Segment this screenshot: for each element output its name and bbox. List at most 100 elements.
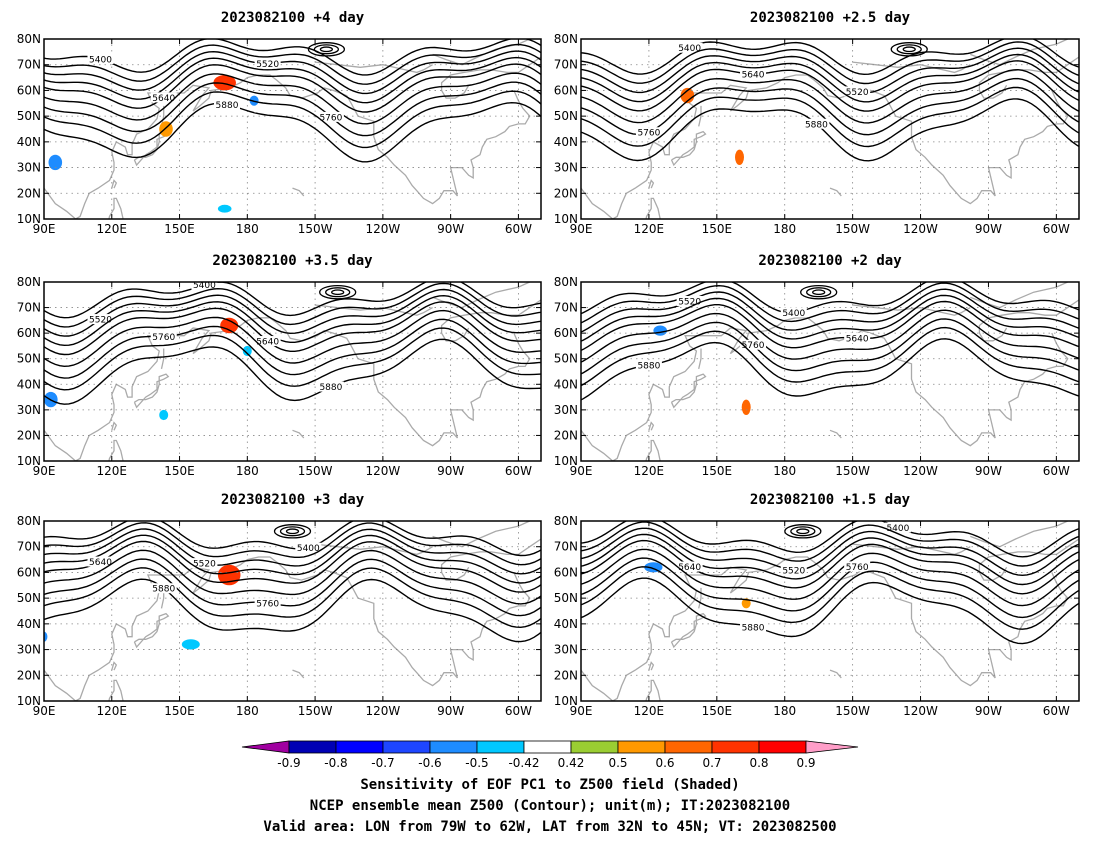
panel-title: 2023082100 +3 day xyxy=(221,492,365,508)
caption-line-1: Sensitivity of EOF PC1 to Z500 field (Sh… xyxy=(360,777,739,793)
lon-tick-label: 120E xyxy=(97,222,128,236)
contour-label: 5640 xyxy=(678,563,701,573)
lon-tick-label: 150W xyxy=(835,464,870,478)
lon-tick-label: 90W xyxy=(975,464,1002,478)
panel-title: 2023082100 +2.5 day xyxy=(750,10,911,26)
lon-tick-label: 90W xyxy=(437,222,464,236)
z500-contour xyxy=(581,282,1079,315)
lat-tick-label: 50N xyxy=(17,109,41,123)
map-background xyxy=(581,39,1079,219)
lat-tick-label: 20N xyxy=(17,428,41,442)
sensitivity-shading xyxy=(653,325,667,336)
z500-contour xyxy=(581,577,1079,645)
lon-tick-label: 90E xyxy=(33,704,56,718)
z500-contour xyxy=(44,534,541,584)
lat-tick-label: 10N xyxy=(554,694,578,708)
colorbar-swatch xyxy=(335,740,384,754)
coastline xyxy=(108,439,124,461)
z500-contour xyxy=(581,566,1079,630)
map-frame xyxy=(580,281,1080,462)
colorbar-swatch xyxy=(382,740,431,754)
z500-contour xyxy=(44,327,541,391)
z500-contour xyxy=(581,86,1079,148)
lat-tick-label: 10N xyxy=(554,212,578,226)
lon-tick-label: 120W xyxy=(365,222,400,236)
coastline xyxy=(670,612,707,649)
map-panels: 5400 5520 5640 5760 5880 90E 120E 150E 180 150W 12… xyxy=(17,10,1080,718)
contour-label: 5400 xyxy=(678,44,701,54)
panel-title: 2023082100 +4 day xyxy=(221,10,365,26)
contour-label: 5760 xyxy=(256,600,279,610)
closed-low-contour xyxy=(790,526,816,537)
lon-tick-label: 90E xyxy=(570,222,593,236)
coastline xyxy=(829,187,842,197)
sensitivity-shading xyxy=(48,154,63,171)
colorbar-label: 0.8 xyxy=(749,756,768,770)
map-background xyxy=(581,521,1079,701)
lon-tick-label: 120E xyxy=(634,222,665,236)
lat-tick-label: 80N xyxy=(17,514,41,528)
z500-contour xyxy=(44,301,541,356)
z500-contour xyxy=(44,72,541,125)
z500-contour xyxy=(44,101,541,163)
contour-label: 5520 xyxy=(89,316,112,326)
closed-low-contour xyxy=(890,42,928,57)
coastline xyxy=(292,187,305,197)
coastline xyxy=(108,197,124,219)
map-panel: 5400 5520 5640 5760 5880 90E 120E 150E 180 150W 12… xyxy=(17,253,542,478)
lon-tick-label: 180 xyxy=(773,464,796,478)
colorbar-swatch xyxy=(711,740,760,754)
colorbar-label: 0.9 xyxy=(796,756,815,770)
coastline xyxy=(440,56,541,99)
lon-tick-label: 150W xyxy=(835,704,870,718)
map-panel: 5400 5520 5640 5760 5880 90E 120E 150E 180 150W 12… xyxy=(554,10,1080,236)
sensitivity-shading xyxy=(213,75,236,91)
lon-tick-label: 90E xyxy=(33,222,56,236)
sensitivity-shading xyxy=(644,562,663,573)
lat-tick-label: 20N xyxy=(554,186,578,200)
coastline xyxy=(111,421,118,431)
colorbar-arrow-high xyxy=(805,740,859,754)
lon-tick-label: 180 xyxy=(773,704,796,718)
contour-label: 5880 xyxy=(152,585,175,595)
panel-title: 2023082100 +1.5 day xyxy=(750,492,911,508)
contour-label: 5520 xyxy=(193,560,216,570)
closed-low-contour xyxy=(319,46,334,53)
z500-contour xyxy=(581,47,1079,94)
contour-label: 5760 xyxy=(152,333,175,343)
map-background xyxy=(44,282,541,461)
lon-tick-label: 180 xyxy=(236,704,259,718)
map-panel: 5400 5520 5640 5760 5880 90E 120E 150E 180 150W 12… xyxy=(554,253,1080,478)
lon-tick-label: 90W xyxy=(975,704,1002,718)
lon-tick-label: 120E xyxy=(97,464,128,478)
z500-contour xyxy=(581,521,1079,558)
lat-tick-label: 40N xyxy=(554,135,578,149)
z500-contour xyxy=(44,578,541,643)
lat-tick-label: 70N xyxy=(17,301,41,315)
z500-contour xyxy=(44,528,541,575)
sensitivity-shading xyxy=(741,598,751,609)
contour-label: 5640 xyxy=(89,558,112,568)
sensitivity-shading xyxy=(735,149,744,165)
contour-label: 5880 xyxy=(319,383,342,393)
coastline xyxy=(292,429,305,439)
lon-tick-label: 180 xyxy=(773,222,796,236)
z500-contour xyxy=(44,282,541,319)
z500-contour xyxy=(44,338,541,405)
caption-line-3: Valid area: LON from 79W to 62W, LAT fro… xyxy=(263,819,836,835)
lon-tick-label: 150E xyxy=(702,222,733,236)
lon-tick-label: 180 xyxy=(236,222,259,236)
coastline xyxy=(440,299,541,342)
colorbar-label: -0.42 xyxy=(508,756,539,770)
z500-contour xyxy=(581,41,1079,85)
lat-tick-label: 30N xyxy=(554,403,578,417)
z500-contour xyxy=(44,522,541,566)
z500-contour xyxy=(581,527,1079,577)
lat-tick-label: 40N xyxy=(554,617,578,631)
contour-label: 5400 xyxy=(297,544,320,554)
coastline xyxy=(648,661,655,671)
coastline xyxy=(978,56,1079,99)
closed-low-contour xyxy=(331,289,345,296)
lat-tick-label: 80N xyxy=(17,275,41,289)
lon-tick-label: 120E xyxy=(634,704,665,718)
